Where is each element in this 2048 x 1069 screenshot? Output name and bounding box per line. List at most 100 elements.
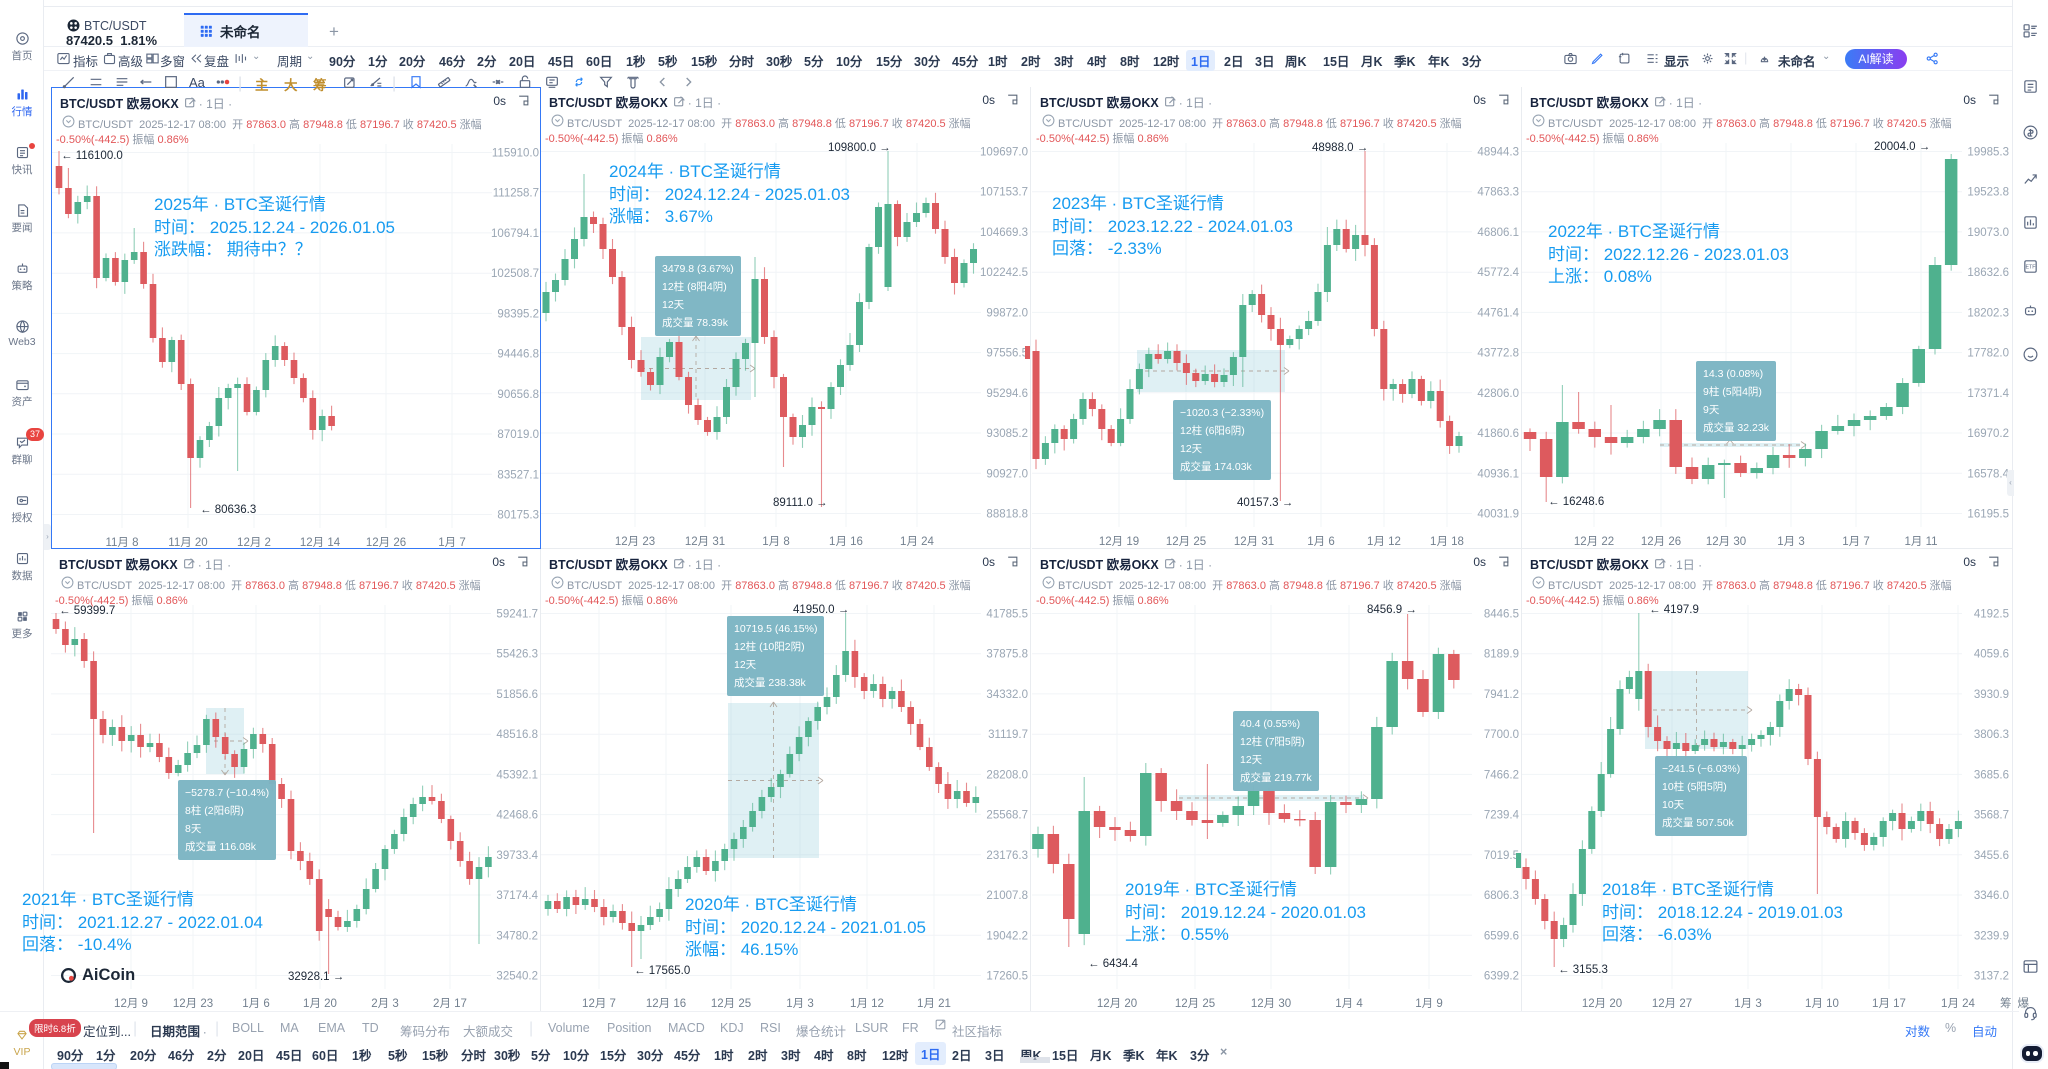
svg-text:12月 26: 12月 26: [1641, 536, 1681, 548]
svg-text:1月 10: 1月 10: [1805, 998, 1839, 1010]
svg-text:1月 18: 1月 18: [1430, 536, 1464, 548]
svg-text:19073.0: 19073.0: [1967, 227, 2009, 239]
svg-text:40031.9: 40031.9: [1477, 509, 1519, 521]
svg-text:1月 3: 1月 3: [786, 998, 814, 1010]
svg-text:25568.7: 25568.7: [986, 810, 1028, 822]
svg-text:7239.4: 7239.4: [1484, 810, 1520, 822]
svg-text:1月 24: 1月 24: [1941, 998, 1975, 1010]
svg-text:12月 25: 12月 25: [1166, 536, 1206, 548]
svg-text:44761.4: 44761.4: [1477, 307, 1519, 319]
svg-text:87019.0: 87019.0: [497, 429, 539, 441]
svg-text:99872.0: 99872.0: [986, 307, 1028, 319]
svg-text:7466.2: 7466.2: [1484, 769, 1519, 781]
svg-text:1月 12: 1月 12: [850, 998, 884, 1010]
svg-text:12月 7: 12月 7: [582, 998, 616, 1010]
svg-text:90656.8: 90656.8: [497, 389, 539, 401]
svg-text:46806.1: 46806.1: [1477, 227, 1519, 239]
svg-text:6599.6: 6599.6: [1484, 930, 1519, 942]
svg-text:3568.7: 3568.7: [1974, 810, 2009, 822]
svg-text:32540.2: 32540.2: [496, 971, 538, 983]
svg-text:94446.8: 94446.8: [497, 349, 539, 361]
svg-text:21007.8: 21007.8: [986, 890, 1028, 902]
svg-text:19985.3: 19985.3: [1967, 147, 2009, 159]
svg-text:1月 3: 1月 3: [1777, 536, 1805, 548]
svg-text:48988.0 →: 48988.0 →: [1312, 142, 1368, 154]
svg-text:12月 20: 12月 20: [1582, 998, 1622, 1010]
svg-text:12月 22: 12月 22: [1574, 536, 1614, 548]
svg-text:← 3155.3: ← 3155.3: [1558, 964, 1608, 976]
svg-text:41785.5: 41785.5: [986, 609, 1028, 621]
svg-text:45772.4: 45772.4: [1477, 267, 1519, 279]
svg-text:← 17565.0: ← 17565.0: [634, 965, 690, 977]
svg-text:109697.0: 109697.0: [980, 147, 1028, 159]
svg-text:8446.5: 8446.5: [1484, 609, 1519, 621]
svg-text:80175.3: 80175.3: [497, 510, 539, 522]
svg-text:4059.6: 4059.6: [1974, 649, 2009, 661]
svg-text:3930.9: 3930.9: [1974, 689, 2009, 701]
svg-text:12月 30: 12月 30: [1706, 536, 1746, 548]
svg-text:8189.9: 8189.9: [1484, 649, 1519, 661]
svg-text:3239.9: 3239.9: [1974, 930, 2009, 942]
svg-text:16970.2: 16970.2: [1967, 428, 2009, 440]
svg-text:← 6434.4: ← 6434.4: [1088, 958, 1138, 970]
svg-text:16195.5: 16195.5: [1967, 509, 2009, 521]
svg-text:97556.5: 97556.5: [986, 348, 1028, 360]
svg-text:42806.0: 42806.0: [1477, 388, 1519, 400]
svg-text:1月 8: 1月 8: [762, 536, 790, 548]
svg-text:1月 3: 1月 3: [1734, 998, 1762, 1010]
svg-text:← 116100.0: ← 116100.0: [61, 150, 123, 162]
svg-text:1月 12: 1月 12: [1367, 536, 1401, 548]
svg-text:12月 27: 12月 27: [1652, 998, 1692, 1010]
svg-text:48944.3: 48944.3: [1477, 147, 1519, 159]
svg-text:1月 6: 1月 6: [242, 998, 270, 1010]
svg-text:17371.4: 17371.4: [1967, 388, 2009, 400]
svg-text:32928.1 →: 32928.1 →: [288, 971, 344, 983]
svg-text:17260.5: 17260.5: [986, 971, 1028, 983]
svg-text:12月 14: 12月 14: [300, 537, 341, 549]
svg-text:55426.3: 55426.3: [496, 649, 538, 661]
svg-text:← 59399.7: ← 59399.7: [59, 605, 115, 617]
svg-text:4192.5: 4192.5: [1974, 609, 2009, 621]
svg-text:42468.6: 42468.6: [496, 810, 538, 822]
svg-text:19523.8: 19523.8: [1967, 187, 2009, 199]
svg-text:3455.6: 3455.6: [1974, 850, 2009, 862]
svg-text:20004.0 →: 20004.0 →: [1874, 141, 1930, 153]
svg-text:102508.7: 102508.7: [491, 268, 539, 280]
svg-text:12月 26: 12月 26: [366, 537, 406, 549]
svg-text:115910.0: 115910.0: [492, 148, 539, 160]
svg-text:12月 16: 12月 16: [646, 998, 686, 1010]
svg-text:17782.0: 17782.0: [1967, 348, 2009, 360]
svg-text:41950.0 →: 41950.0 →: [793, 604, 849, 616]
svg-text:109800.0 →: 109800.0 →: [828, 142, 891, 154]
svg-text:1月 16: 1月 16: [829, 536, 863, 548]
svg-text:2月 3: 2月 3: [371, 998, 399, 1010]
svg-text:12月 25: 12月 25: [1175, 998, 1215, 1010]
svg-text:1月 17: 1月 17: [1872, 998, 1906, 1010]
svg-text:6806.3: 6806.3: [1484, 890, 1519, 902]
svg-text:106794.1: 106794.1: [491, 228, 539, 240]
svg-text:11月 20: 11月 20: [168, 537, 207, 549]
svg-text:12月 9: 12月 9: [114, 998, 148, 1010]
svg-text:3685.6: 3685.6: [1974, 769, 2009, 781]
svg-text:16578.4: 16578.4: [1967, 468, 2009, 480]
svg-text:31119.7: 31119.7: [988, 729, 1028, 741]
svg-text:59241.7: 59241.7: [496, 609, 538, 621]
svg-text:1月 7: 1月 7: [1842, 536, 1870, 548]
svg-text:40157.3 →: 40157.3 →: [1237, 497, 1293, 509]
svg-text:7941.2: 7941.2: [1484, 689, 1519, 701]
svg-text:11月 8: 11月 8: [105, 537, 138, 549]
svg-text:34780.2: 34780.2: [496, 930, 538, 942]
svg-text:12月 23: 12月 23: [615, 536, 655, 548]
svg-text:48516.8: 48516.8: [496, 729, 538, 741]
svg-text:88818.8: 88818.8: [986, 509, 1028, 521]
svg-text:1月 21: 1月 21: [917, 998, 951, 1010]
svg-text:1月 11: 1月 11: [1904, 536, 1937, 548]
svg-text:37875.8: 37875.8: [986, 649, 1028, 661]
svg-text:18632.6: 18632.6: [1967, 267, 2009, 279]
svg-text:28208.0: 28208.0: [986, 769, 1028, 781]
svg-text:89111.0 →: 89111.0 →: [773, 497, 828, 509]
svg-text:12月 25: 12月 25: [711, 998, 751, 1010]
svg-text:51856.6: 51856.6: [496, 689, 538, 701]
svg-text:3137.2: 3137.2: [1974, 971, 2009, 983]
svg-text:23176.3: 23176.3: [986, 850, 1028, 862]
